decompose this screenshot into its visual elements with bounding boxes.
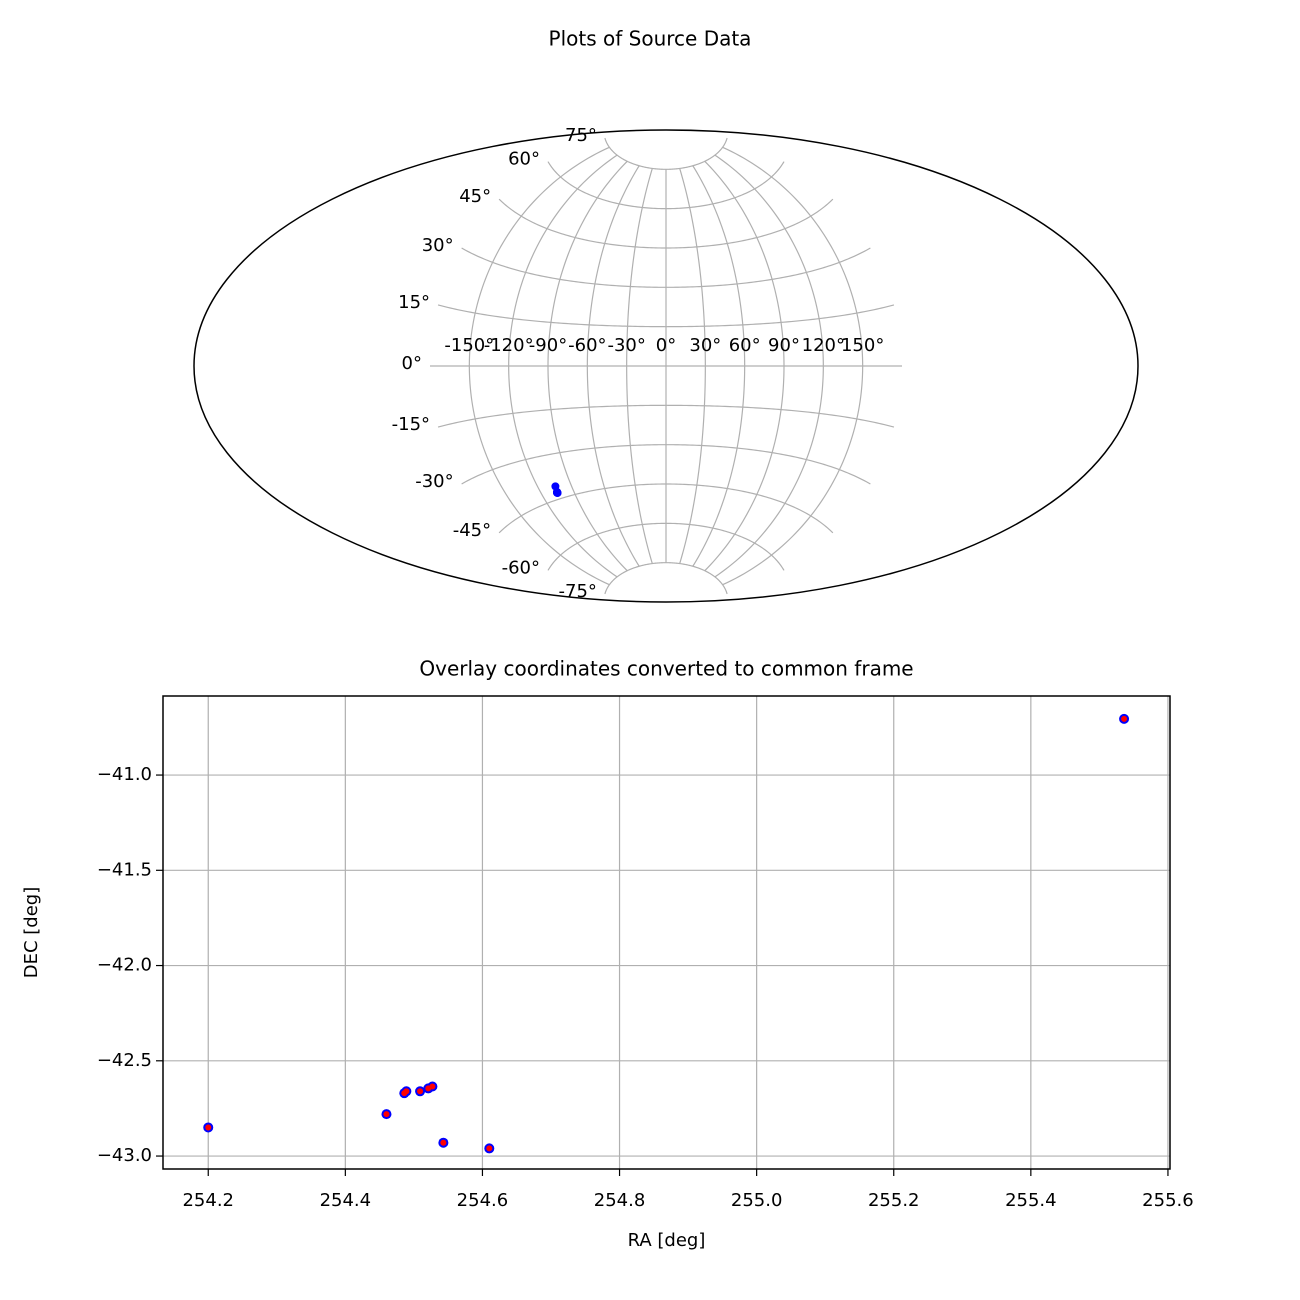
grid-line (508, 154, 618, 578)
grid-line (714, 154, 824, 578)
grid-line (547, 160, 628, 572)
x-tick-label: 255.2 (868, 1190, 920, 1211)
y-tick-label: -30° (415, 471, 453, 492)
x-tick-label: 254.6 (457, 1190, 509, 1211)
grid-line (679, 168, 706, 564)
data-point (553, 488, 562, 497)
x-axis-label: RA [deg] (628, 1230, 706, 1251)
x-tick-label: 90° (768, 335, 800, 356)
data-point (440, 1139, 447, 1146)
x-tick-label: 60° (729, 335, 761, 356)
y-axis-label: DEC [deg] (21, 887, 42, 979)
data-point (383, 1111, 390, 1118)
plot-frame (162, 695, 1171, 1170)
y-tick-label: 60° (508, 149, 540, 170)
figure-title: Plots of Source Data (549, 27, 752, 51)
chart-title: Overlay coordinates converted to common … (419, 657, 913, 681)
y-tick-label: -15° (392, 414, 430, 435)
data-point (205, 1124, 212, 1131)
x-tick-label: -90° (529, 335, 567, 356)
map-outline (193, 129, 1139, 603)
y-tick-label: -45° (453, 520, 491, 541)
x-tick-label: -60° (568, 335, 606, 356)
data-point (486, 1145, 493, 1152)
x-tick-label: -120° (484, 335, 534, 356)
data-point (1121, 715, 1128, 722)
x-tick-label: -30° (607, 335, 645, 356)
x-tick-label: -150° (444, 335, 494, 356)
grid-line (586, 165, 640, 567)
data-point (551, 482, 560, 491)
grid-line (626, 168, 653, 564)
y-tick-label: 0° (402, 353, 422, 374)
grid-line (692, 165, 746, 567)
x-tick-label: 254.4 (320, 1190, 372, 1211)
grid-line (722, 146, 864, 586)
y-tick-label: 75° (565, 125, 597, 146)
y-tick-label: -60° (502, 557, 540, 578)
x-tick-label: 150° (841, 335, 884, 356)
grid-line (468, 146, 610, 586)
y-tick-label: −42.5 (97, 1050, 152, 1071)
y-tick-label: −41.5 (97, 859, 152, 880)
y-tick-label: 15° (398, 292, 430, 313)
x-tick-label: 254.8 (594, 1190, 646, 1211)
y-tick-label: -75° (559, 581, 597, 602)
x-tick-label: 255.6 (1142, 1190, 1194, 1211)
x-tick-label: 255.0 (731, 1190, 783, 1211)
data-point (417, 1088, 424, 1095)
x-tick-label: 30° (689, 335, 721, 356)
x-tick-label: 120° (802, 335, 845, 356)
grid-line (704, 160, 785, 572)
y-tick-label: −41.0 (97, 764, 152, 785)
y-tick-label: 45° (459, 186, 491, 207)
x-tick-label: 255.4 (1005, 1190, 1057, 1211)
y-tick-label: −43.0 (97, 1145, 152, 1166)
data-point (429, 1083, 436, 1090)
y-tick-label: 30° (422, 235, 454, 256)
x-tick-label: 0° (656, 335, 676, 356)
y-tick-label: −42.0 (97, 955, 152, 976)
data-point (403, 1088, 410, 1095)
x-tick-label: 254.2 (182, 1190, 234, 1211)
